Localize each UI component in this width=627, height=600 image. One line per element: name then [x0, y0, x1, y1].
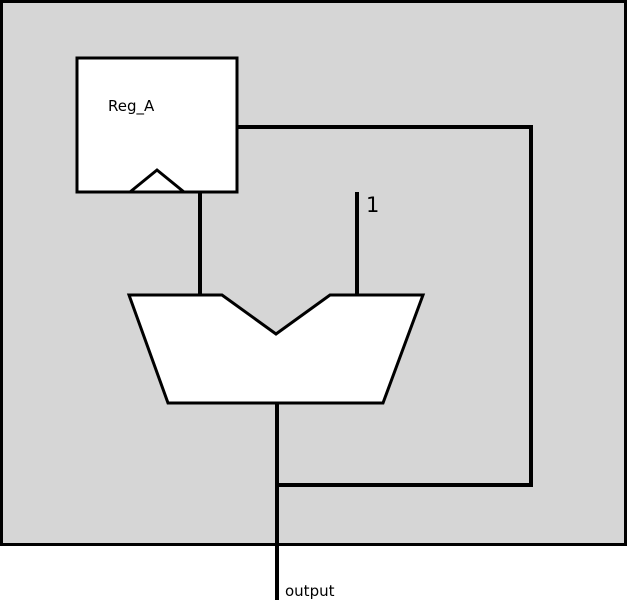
feedback-wire	[237, 125, 533, 487]
register-label: Reg_A	[108, 97, 155, 116]
constant-one-label: 1	[366, 193, 379, 217]
adder-block	[126, 293, 426, 405]
output-label: output	[285, 582, 335, 600]
clock-triangle-icon	[129, 168, 185, 194]
